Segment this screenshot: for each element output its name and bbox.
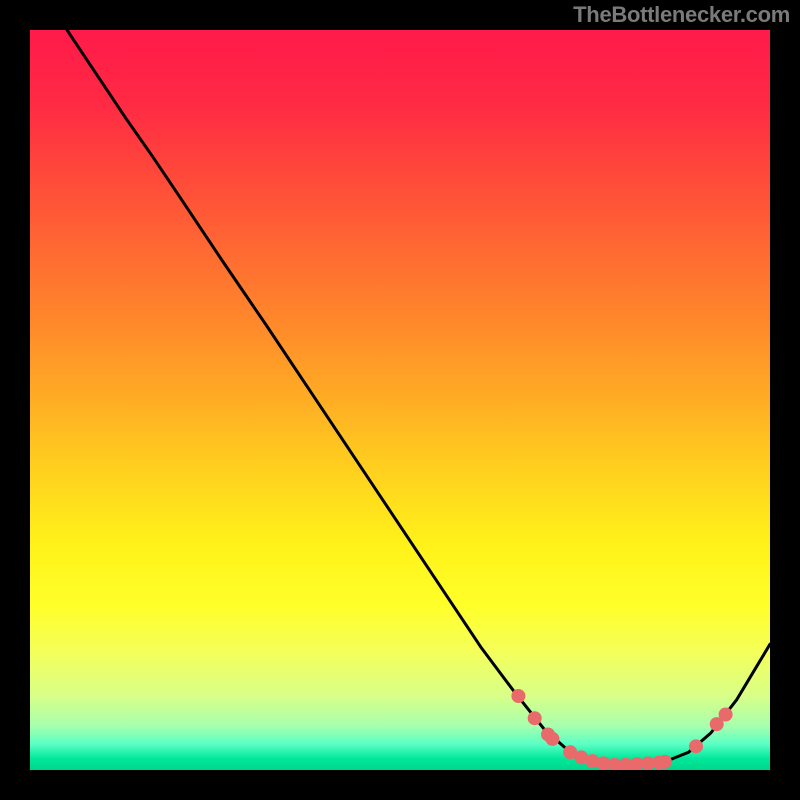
chart-plot-area: [30, 30, 770, 770]
data-marker: [545, 732, 559, 746]
data-marker: [658, 755, 672, 769]
data-marker: [689, 739, 703, 753]
chart-curve-layer: [30, 30, 770, 770]
bottleneck-curve: [67, 30, 770, 765]
watermark-text: TheBottlenecker.com: [573, 2, 790, 28]
data-markers: [511, 689, 732, 770]
data-marker: [511, 689, 525, 703]
data-marker: [719, 708, 733, 722]
data-marker: [528, 711, 542, 725]
